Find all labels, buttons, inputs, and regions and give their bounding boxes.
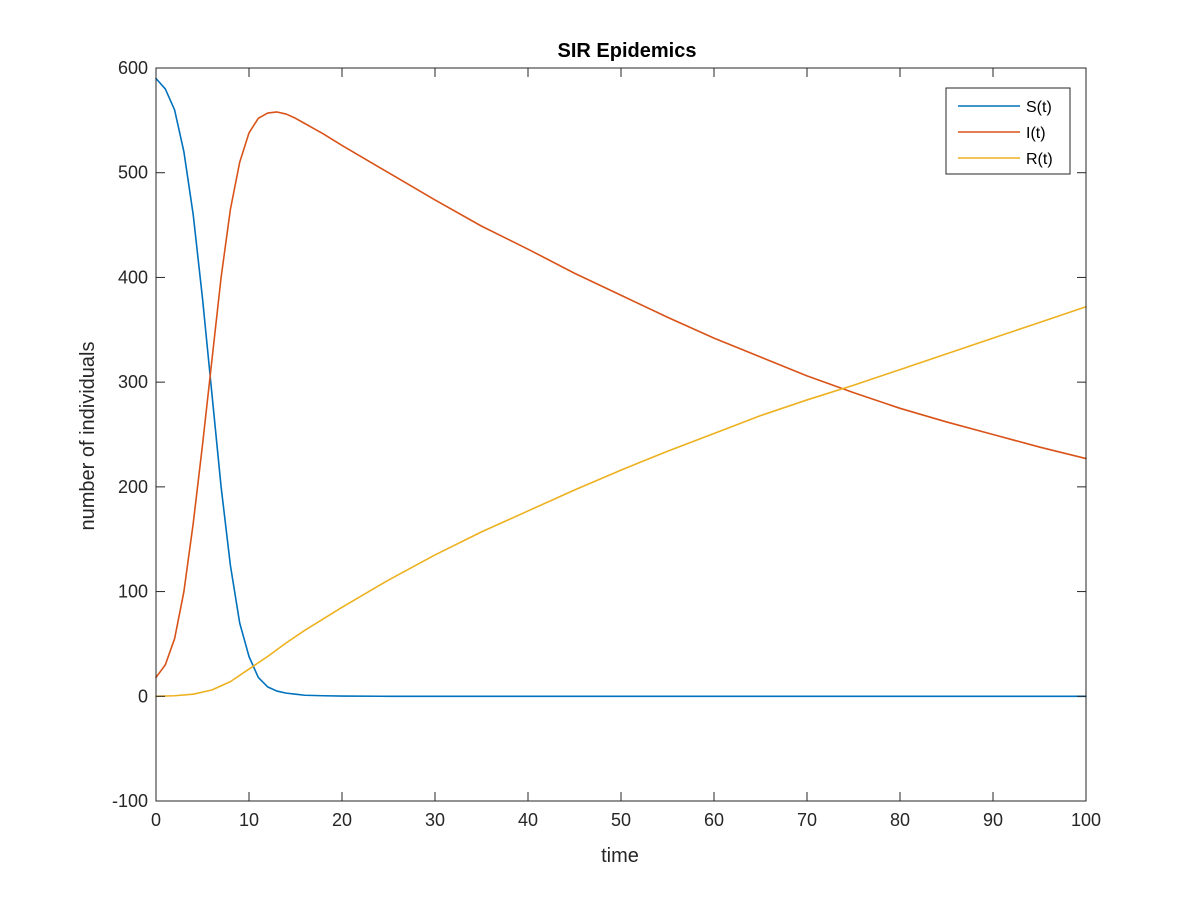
y-tick-label: 200: [118, 477, 148, 497]
x-tick-label: 80: [890, 810, 910, 830]
y-tick-label: -100: [112, 791, 148, 811]
legend-label-rt: R(t): [1026, 151, 1053, 168]
y-tick-label: 100: [118, 582, 148, 602]
x-tick-label: 0: [151, 810, 161, 830]
chart-title: SIR Epidemics: [558, 40, 697, 62]
x-axis-label: time: [601, 845, 639, 867]
y-ticks: -100 0 100 200 300 400 500 600: [112, 58, 1086, 811]
x-tick-label: 70: [797, 810, 817, 830]
y-tick-label: 0: [138, 686, 148, 706]
plot-area: [156, 68, 1086, 801]
y-tick-label: 300: [118, 372, 148, 392]
y-tick-label: 600: [118, 58, 148, 78]
x-tick-label: 50: [611, 810, 631, 830]
x-tick-label: 10: [239, 810, 259, 830]
y-axis-label: number of individuals: [77, 342, 99, 531]
legend-label-it: I(t): [1026, 125, 1046, 142]
legend-box: [945, 87, 1071, 175]
y-tick-label: 500: [118, 163, 148, 183]
legend-items: S(t) I(t) R(t): [958, 99, 1053, 168]
legend-label-st: S(t): [1026, 99, 1052, 116]
series-layer: [155, 77, 1087, 698]
x-tick-label: 40: [518, 810, 538, 830]
series-line-st: [155, 77, 1087, 698]
x-ticks: 0 10 20 30 40 50 60 70 80 90 100: [151, 68, 1101, 830]
x-tick-label: 30: [425, 810, 445, 830]
legend: S(t) I(t) R(t): [945, 87, 1071, 175]
series-line-it: [155, 111, 1087, 679]
x-tick-label: 100: [1071, 810, 1101, 830]
x-tick-label: 20: [332, 810, 352, 830]
x-tick-label: 90: [983, 810, 1003, 830]
y-tick-label: 400: [118, 267, 148, 287]
x-tick-label: 60: [704, 810, 724, 830]
series-line-rt: [155, 305, 1087, 698]
